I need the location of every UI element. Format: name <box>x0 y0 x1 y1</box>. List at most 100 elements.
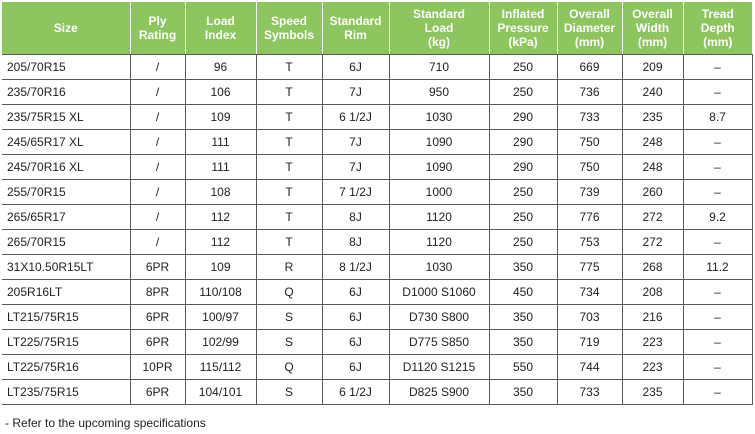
cell-overall-diameter: 733 <box>557 379 623 405</box>
header-ply-rating-line: Rating <box>138 28 177 42</box>
cell-overall-diameter: 736 <box>557 79 623 105</box>
header-tread-depth-line: Tread <box>701 7 734 21</box>
cell-inflated-pressure: 350 <box>489 329 558 355</box>
cell-ply-rating: 8PR <box>130 279 186 305</box>
cell-inflated-pressure: 450 <box>489 279 558 305</box>
table-row: LT225/75R16 10PR 115/112 Q 6J D1120 S1215 550 7… <box>2 354 753 380</box>
cell-overall-width: 208 <box>622 279 684 305</box>
cell-speed-symbols: S <box>256 304 323 330</box>
cell-ply-rating: / <box>130 79 186 105</box>
cell-overall-width: 268 <box>622 254 684 280</box>
cell-overall-diameter: 703 <box>557 304 623 330</box>
cell-ply-rating: / <box>130 229 186 255</box>
header-ply-rating-line: Ply <box>148 14 167 28</box>
cell-inflated-pressure: 290 <box>489 154 558 180</box>
cell-load-index: 115/112 <box>185 354 257 380</box>
header-size: Size <box>2 2 131 55</box>
cell-load-index: 109 <box>185 254 257 280</box>
cell-ply-rating: 6PR <box>130 329 186 355</box>
cell-overall-width: 240 <box>622 79 684 105</box>
cell-overall-width: 248 <box>622 129 684 155</box>
cell-standard-load: D825 S900 <box>389 379 490 405</box>
cell-size: 31X10.50R15LT <box>2 254 131 280</box>
cell-overall-width: 216 <box>622 304 684 330</box>
cell-tread-depth: 9.2 <box>683 204 753 230</box>
cell-tread-depth: – <box>683 54 753 80</box>
cell-standard-load: D1000 S1060 <box>389 279 490 305</box>
cell-tread-depth: – <box>683 154 753 180</box>
cell-size: 235/75R15 XL <box>2 104 131 130</box>
header-overall-diameter-line: (mm) <box>574 35 605 49</box>
cell-inflated-pressure: 290 <box>489 129 558 155</box>
header-tread-depth-line: (mm) <box>703 35 733 49</box>
cell-ply-rating: / <box>130 179 186 205</box>
cell-ply-rating: / <box>130 54 186 80</box>
cell-size: 235/70R16 <box>2 79 131 105</box>
cell-size: LT225/75R15 <box>2 329 131 355</box>
header-overall-diameter: Overall Diameter (mm) <box>557 2 623 55</box>
cell-standard-load: 1000 <box>389 179 490 205</box>
cell-overall-width: 223 <box>622 354 684 380</box>
cell-speed-symbols: T <box>256 54 323 80</box>
cell-speed-symbols: T <box>256 179 323 205</box>
cell-tread-depth: – <box>683 279 753 305</box>
header-overall-diameter-line: Overall <box>569 7 610 21</box>
cell-overall-diameter: 753 <box>557 229 623 255</box>
cell-tread-depth: 8.7 <box>683 104 753 130</box>
cell-speed-symbols: R <box>256 254 323 280</box>
cell-load-index: 104/101 <box>185 379 257 405</box>
cell-load-index: 111 <box>185 154 257 180</box>
cell-overall-diameter: 733 <box>557 104 623 130</box>
cell-inflated-pressure: 250 <box>489 54 558 80</box>
cell-standard-rim: 6J <box>322 354 390 380</box>
cell-size: LT225/75R16 <box>2 354 131 380</box>
cell-overall-diameter: 750 <box>557 154 623 180</box>
cell-standard-load: D730 S800 <box>389 304 490 330</box>
cell-ply-rating: / <box>130 204 186 230</box>
cell-load-index: 109 <box>185 104 257 130</box>
cell-load-index: 112 <box>185 204 257 230</box>
cell-overall-width: 223 <box>622 329 684 355</box>
header-standard-rim-line: Standard <box>329 14 382 28</box>
cell-inflated-pressure: 350 <box>489 254 558 280</box>
cell-size: 245/65R17 XL <box>2 129 131 155</box>
header-overall-width-line: Overall <box>632 7 673 21</box>
cell-standard-rim: 6J <box>322 54 390 80</box>
header-inflated-pressure-line: (kPa) <box>508 35 538 49</box>
cell-standard-rim: 8J <box>322 204 390 230</box>
table-row: 265/70R15/112 T 8J 1120 250 753 272– <box>2 229 753 255</box>
cell-standard-rim: 7 1/2J <box>322 179 390 205</box>
cell-tread-depth: – <box>683 329 753 355</box>
cell-standard-rim: 7J <box>322 79 390 105</box>
cell-size: 255/70R15 <box>2 179 131 205</box>
table-row: 265/65R17/112 T 8J 1120 250 776 272 9.2 <box>2 204 753 230</box>
header-standard-load-line: Standard <box>412 7 465 21</box>
cell-overall-width: 248 <box>622 154 684 180</box>
cell-load-index: 96 <box>185 54 257 80</box>
cell-size: LT215/75R15 <box>2 304 131 330</box>
cell-standard-load: 950 <box>389 79 490 105</box>
header-standard-rim: Standard Rim <box>322 2 390 55</box>
cell-ply-rating: / <box>130 129 186 155</box>
header-tread-depth: Tread Depth (mm) <box>683 2 752 55</box>
cell-load-index: 108 <box>185 179 257 205</box>
cell-overall-diameter: 744 <box>557 354 623 380</box>
tire-spec-table: Size Ply Rating Load Index Speed Symbols Standa… <box>2 2 753 405</box>
table-row: LT225/75R15 6PR 102/99 S 6J D775 S850 350 719 22… <box>2 329 753 355</box>
header-overall-diameter-line: Diameter <box>563 21 616 35</box>
cell-inflated-pressure: 350 <box>489 304 558 330</box>
cell-speed-symbols: Q <box>256 354 323 380</box>
cell-tread-depth: – <box>683 354 753 380</box>
cell-speed-symbols: T <box>256 204 323 230</box>
cell-tread-depth: – <box>683 129 753 155</box>
cell-ply-rating: 6PR <box>130 254 186 280</box>
cell-standard-load: 1120 <box>389 229 490 255</box>
cell-speed-symbols: T <box>256 104 323 130</box>
cell-speed-symbols: T <box>256 129 323 155</box>
cell-load-index: 106 <box>185 79 257 105</box>
header-load-index-line: Index <box>204 28 237 42</box>
cell-standard-load: D775 S850 <box>389 329 490 355</box>
cell-standard-rim: 6J <box>322 329 390 355</box>
cell-size: 245/70R16 XL <box>2 154 131 180</box>
cell-tread-depth: – <box>683 229 753 255</box>
